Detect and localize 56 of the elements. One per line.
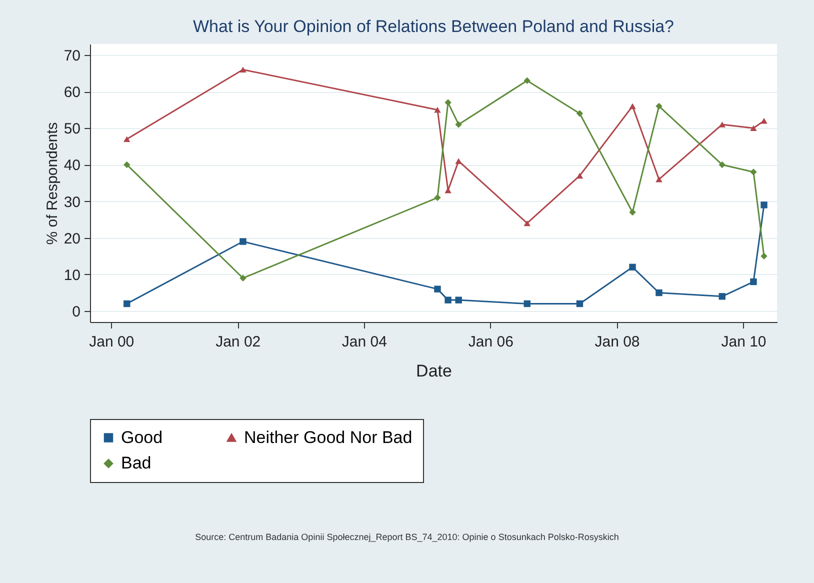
- x-tick-label: Jan 08: [594, 334, 640, 350]
- y-tick-label: 50: [64, 120, 80, 138]
- point: [576, 300, 584, 308]
- x-tick-label: Jan 00: [89, 334, 134, 350]
- y-tick-label: 70: [64, 47, 80, 64]
- y-tick-label: 0: [72, 304, 80, 321]
- point: [434, 194, 441, 201]
- point: [750, 168, 757, 176]
- point: [760, 202, 768, 208]
- x-tick-label: Jan 10: [721, 334, 766, 350]
- point: [629, 103, 636, 110]
- chart-title: What is Your Opinion of Relations Between Poland and Russia?: [192, 17, 674, 36]
- point: [656, 289, 662, 296]
- legend-label: Bad: [121, 454, 152, 472]
- point: [240, 238, 246, 245]
- point: [240, 66, 246, 73]
- y-tick-label: 20: [64, 230, 80, 248]
- y-tick-label: 40: [64, 157, 80, 174]
- y-tick-label: 10: [64, 266, 80, 284]
- point: [656, 102, 662, 110]
- point: [750, 125, 757, 132]
- point: [576, 110, 584, 117]
- point: [455, 121, 462, 128]
- source-note: Source: Centrum Badania Opinii Społecznej_Report BS_74_2010: Opinie o Stosunkach Polsko-Rosyskich: [194, 532, 620, 542]
- x-tick-label: Jan 06: [468, 334, 514, 350]
- y-tick-label: 30: [64, 194, 80, 211]
- point: [718, 293, 726, 300]
- x-tick-label: Jan 04: [342, 334, 387, 350]
- point: [760, 252, 768, 260]
- point: [444, 99, 452, 106]
- x-tick-label: Jan 02: [216, 334, 261, 350]
- point: [656, 176, 662, 182]
- point: [524, 300, 530, 308]
- point: [124, 300, 130, 308]
- y-axis-title: % of Respondents: [44, 122, 61, 245]
- point: [434, 106, 441, 113]
- point: [524, 77, 530, 84]
- point: [124, 161, 130, 168]
- point: [750, 278, 757, 286]
- point: [240, 274, 246, 282]
- legend-label: Good: [121, 428, 163, 447]
- point: [718, 161, 726, 168]
- x-axis-title: Date: [416, 362, 452, 380]
- y-tick-label: 60: [64, 84, 80, 102]
- point: [455, 296, 462, 304]
- point: [629, 208, 636, 216]
- point: [576, 172, 584, 179]
- point: [434, 286, 441, 292]
- point: [524, 220, 530, 226]
- point: [629, 264, 636, 270]
- point: [718, 122, 726, 128]
- point: [444, 296, 452, 304]
- legend-label: Neither Good Nor Bad: [244, 428, 412, 447]
- point: [124, 136, 130, 142]
- point: [455, 158, 462, 164]
- point: [760, 118, 768, 124]
